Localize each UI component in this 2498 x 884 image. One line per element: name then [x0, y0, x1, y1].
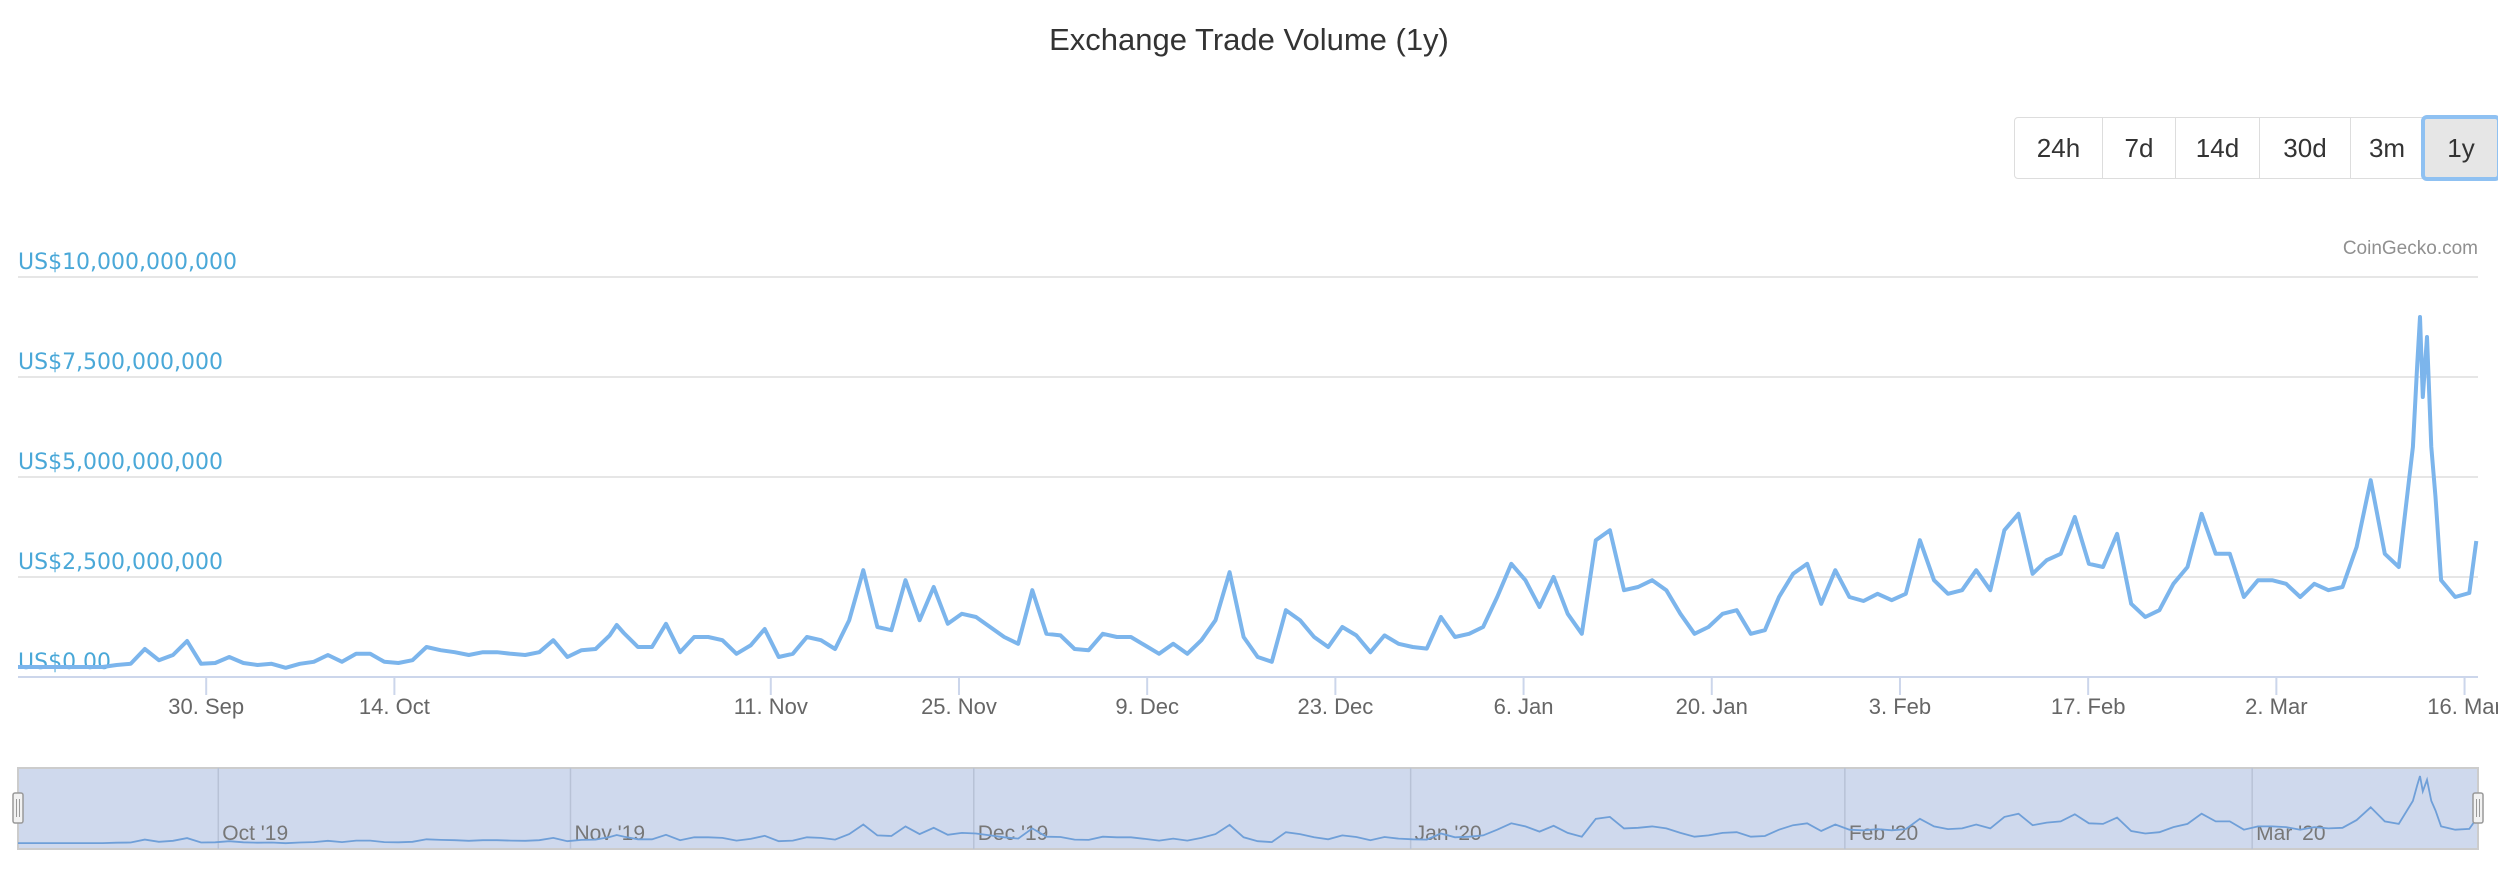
range-button-1y[interactable]: 1y	[2421, 115, 2498, 181]
x-axis-label: 9. Dec	[1115, 694, 1179, 719]
x-axis-label: 2. Mar	[2245, 694, 2307, 719]
navigator-label: Jan '20	[1415, 822, 1482, 845]
range-button-30d[interactable]: 30d	[2260, 118, 2351, 178]
x-axis-label: 20. Jan	[1676, 694, 1748, 719]
x-axis-label: 14. Oct	[359, 694, 430, 719]
navigator-window	[17, 767, 2479, 850]
y-axis-label: US$7,500,000,000	[18, 350, 223, 375]
range-button-14d[interactable]: 14d	[2176, 118, 2260, 178]
chart-title: Exchange Trade Volume (1y)	[1049, 22, 1449, 57]
y-axis-label: US$5,000,000,000	[18, 450, 223, 475]
navigator-series-line	[18, 775, 2478, 845]
navigator-label: Mar '20	[2256, 822, 2325, 845]
series-line-exchange-trade-volume	[18, 315, 2479, 670]
navigator-label: Oct '19	[222, 822, 288, 845]
x-axis-label: 11. Nov	[734, 694, 808, 719]
x-axis-label: 3. Feb	[1869, 694, 1931, 719]
navigator-handle-left[interactable]	[12, 792, 24, 824]
navigator-label: Feb '20	[1849, 822, 1918, 845]
x-axis-label: 6. Jan	[1494, 694, 1554, 719]
y-axis-label: US$2,500,000,000	[18, 550, 223, 575]
navigator-label: Nov '19	[574, 822, 645, 845]
x-axis-label: 25. Nov	[921, 694, 997, 719]
x-axis-label: 17. Feb	[2051, 694, 2126, 719]
x-axis-label: 23. Dec	[1297, 694, 1373, 719]
x-axis-label: 30. Sep	[168, 694, 244, 719]
navigator-label: Dec '19	[978, 822, 1049, 845]
range-button-3m[interactable]: 3m	[2351, 118, 2424, 178]
credit-link[interactable]: CoinGecko.com	[2342, 238, 2478, 259]
range-button-7d[interactable]: 7d	[2103, 118, 2176, 178]
navigator-handle-right[interactable]	[2472, 792, 2484, 824]
range-selector: 24h 7d 14d 30d 3m 1y	[2014, 115, 2498, 181]
range-button-24h[interactable]: 24h	[2015, 118, 2103, 178]
y-axis-label: US$0.00	[18, 650, 111, 675]
y-axis-label: US$10,000,000,000	[18, 250, 237, 275]
x-axis-label: 16. Mar	[2427, 694, 2498, 719]
